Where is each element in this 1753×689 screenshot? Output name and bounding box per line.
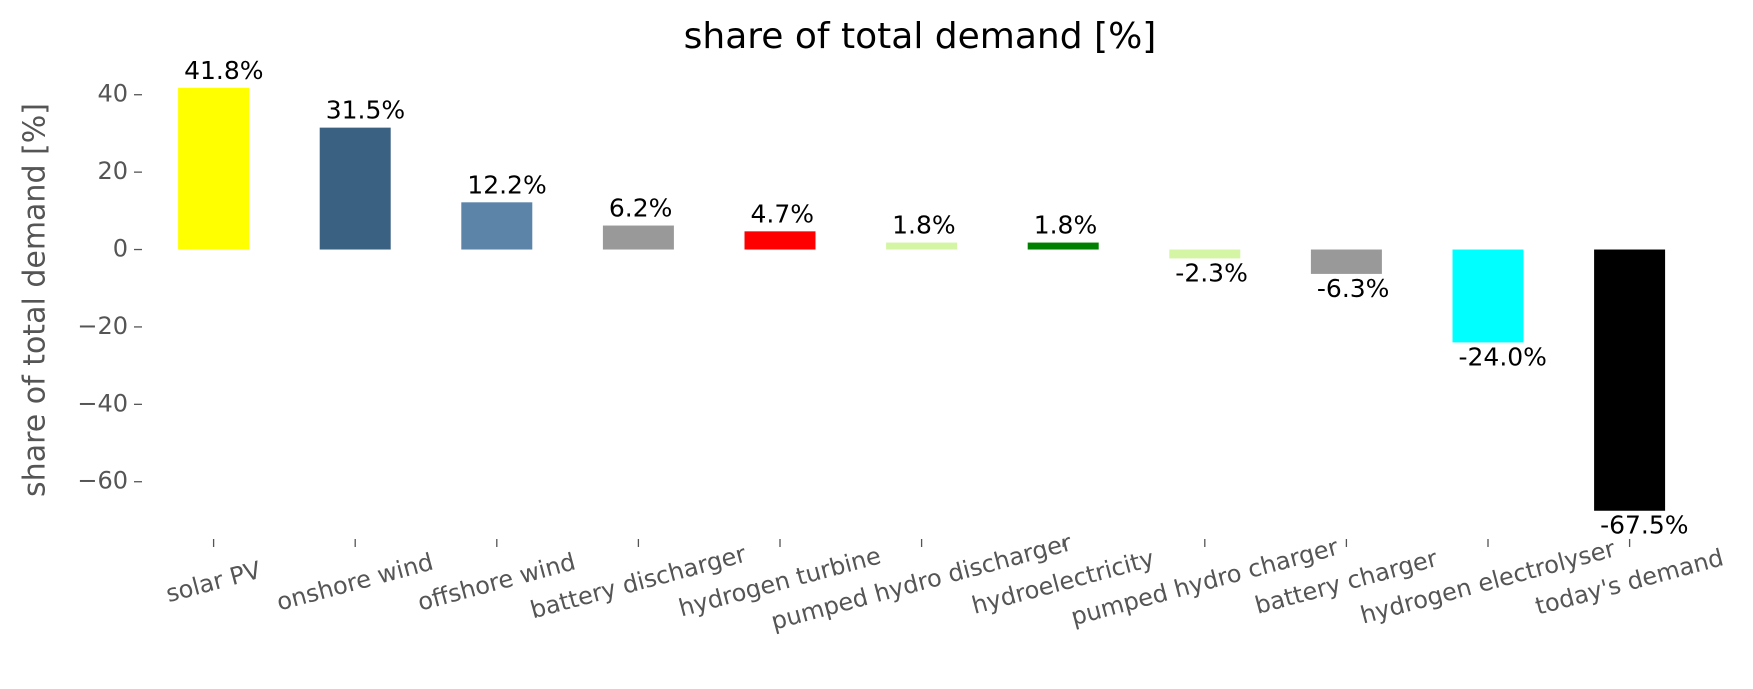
y-tick-label: 0 [113,235,128,263]
bar [1594,249,1666,511]
chart-title: share of total demand [%] [684,16,1157,57]
x-tick-label: solar PV [163,556,264,608]
y-tick-label: 40 [97,80,128,108]
bar [602,225,674,250]
y-tick-label: 20 [97,157,128,185]
y-tick-label: −60 [77,467,128,495]
x-tick-label: onshore wind [274,548,437,617]
value-label: 1.8% [1034,211,1098,240]
bar [1027,242,1099,250]
bar [461,202,533,250]
value-label: -2.3% [1175,258,1248,287]
bar [1310,249,1382,274]
value-label: -24.0% [1459,342,1547,371]
value-label: 1.8% [892,211,956,240]
y-tick-label: −20 [77,312,128,340]
y-tick-label: −40 [77,389,128,417]
bar [178,87,250,250]
value-label: 41.8% [184,56,263,85]
value-label: 4.7% [751,199,815,228]
value-label: 12.2% [467,170,546,199]
value-label: 6.2% [609,194,673,223]
bar [319,127,391,250]
value-label: 31.5% [326,96,405,125]
value-label: -67.5% [1600,511,1688,540]
value-label: -6.3% [1317,274,1390,303]
y-axis-label: share of total demand [%] [18,103,53,497]
bar [1169,249,1241,259]
bar [1452,249,1524,343]
bar [886,242,958,250]
bar [744,231,816,250]
